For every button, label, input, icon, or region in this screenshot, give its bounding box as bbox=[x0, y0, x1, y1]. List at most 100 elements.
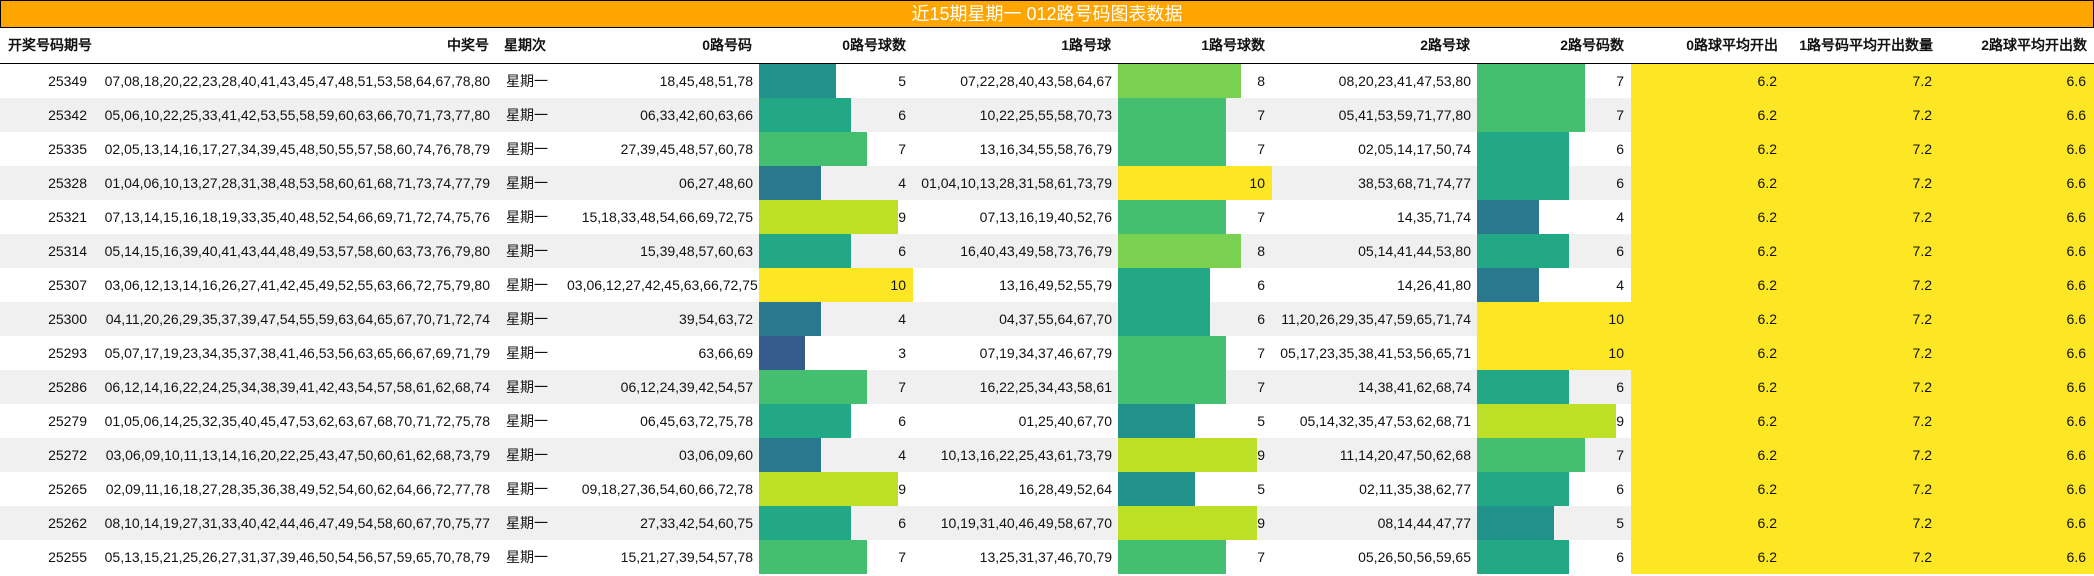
table-row: 25265 02,09,11,16,18,27,28,35,36,38,49,52… bbox=[0, 472, 2094, 506]
route0-count-bar bbox=[759, 132, 867, 166]
route0-count-label: 7 bbox=[898, 379, 906, 395]
route2-numbers: 05,41,53,59,71,77,80 bbox=[1338, 107, 1471, 123]
route1-count-cell: 9 bbox=[1118, 506, 1272, 540]
route2-avg: 6.6 bbox=[1940, 336, 2094, 370]
route2-count-label: 6 bbox=[1616, 175, 1624, 191]
header-weekday[interactable]: 星期次 bbox=[504, 37, 546, 53]
table-row: 25262 08,10,14,19,27,31,33,40,42,44,46,47… bbox=[0, 506, 2094, 540]
route1-numbers: 01,25,40,67,70 bbox=[1018, 413, 1112, 429]
route0-numbers: 03,06,09,60 bbox=[679, 447, 753, 463]
route1-count-bar bbox=[1118, 234, 1242, 268]
route2-numbers: 08,20,23,41,47,53,80 bbox=[1338, 73, 1471, 89]
route1-numbers: 07,22,28,40,43,58,64,67 bbox=[960, 73, 1112, 89]
route0-count-bar bbox=[759, 506, 852, 540]
route0-numbers: 06,33,42,60,63,66 bbox=[640, 107, 753, 123]
route1-count-bar bbox=[1118, 336, 1226, 370]
route2-count-bar bbox=[1477, 438, 1585, 472]
route0-numbers: 39,54,63,72 bbox=[679, 311, 753, 327]
route0-count-label: 5 bbox=[898, 73, 906, 89]
route1-numbers: 13,16,49,52,55,79 bbox=[999, 277, 1112, 293]
table-row: 25286 06,12,14,16,22,24,25,34,38,39,41,42… bbox=[0, 370, 2094, 404]
route2-avg: 6.6 bbox=[1940, 506, 2094, 540]
header-route1-numbers[interactable]: 1路号球 bbox=[1061, 37, 1111, 53]
route2-count-cell: 6 bbox=[1477, 132, 1631, 166]
route0-count-bar bbox=[759, 234, 852, 268]
route0-avg: 6.2 bbox=[1631, 438, 1785, 472]
route0-count-label: 3 bbox=[898, 345, 906, 361]
header-route1-count[interactable]: 1路号球数 bbox=[1201, 37, 1265, 53]
winning-numbers: 07,13,14,15,16,18,19,33,35,40,48,52,54,6… bbox=[104, 209, 490, 225]
route2-numbers: 05,14,41,44,53,80 bbox=[1358, 243, 1471, 259]
weekday: 星期一 bbox=[506, 277, 548, 293]
route1-count-bar bbox=[1118, 438, 1257, 472]
header-route2-count[interactable]: 2路号码数 bbox=[1560, 37, 1624, 53]
winning-numbers: 04,11,20,26,29,35,37,39,47,54,55,59,63,6… bbox=[105, 311, 490, 327]
route0-count-bar bbox=[759, 472, 898, 506]
route0-count-cell: 9 bbox=[759, 200, 913, 234]
header-route1-avg[interactable]: 1路号码平均开出数量 bbox=[1799, 37, 1933, 53]
header-route2-numbers[interactable]: 2路号球 bbox=[1420, 37, 1470, 53]
route1-count-label: 5 bbox=[1257, 481, 1265, 497]
route2-avg: 6.6 bbox=[1940, 404, 2094, 438]
route1-avg: 7.2 bbox=[1785, 472, 1940, 506]
weekday: 星期一 bbox=[506, 345, 548, 361]
weekday: 星期一 bbox=[506, 311, 548, 327]
route2-count-label: 9 bbox=[1616, 413, 1624, 429]
route2-count-cell: 7 bbox=[1477, 64, 1631, 98]
route1-numbers: 16,28,49,52,64 bbox=[1018, 481, 1112, 497]
header-route2-avg[interactable]: 2路球平均开出数 bbox=[1981, 37, 2087, 53]
winning-numbers: 02,05,13,14,16,17,27,34,39,45,48,50,55,5… bbox=[104, 141, 490, 157]
table-row: 25279 01,05,06,14,25,32,35,40,45,47,53,62… bbox=[0, 404, 2094, 438]
header-route0-count[interactable]: 0路号球数 bbox=[842, 37, 906, 53]
route0-count-bar bbox=[759, 336, 806, 370]
header-route0-avg[interactable]: 0路球平均开出 bbox=[1686, 37, 1778, 53]
header-issue[interactable]: 开奖号码期号 bbox=[8, 37, 92, 53]
route1-count-label: 7 bbox=[1257, 209, 1265, 225]
route1-count-bar bbox=[1118, 404, 1195, 438]
route0-count-cell: 6 bbox=[759, 404, 913, 438]
route2-numbers: 05,17,23,35,38,41,53,56,65,71 bbox=[1280, 345, 1471, 361]
route1-numbers: 07,13,16,19,40,52,76 bbox=[979, 209, 1112, 225]
route2-count-cell: 6 bbox=[1477, 540, 1631, 574]
route1-count-cell: 8 bbox=[1118, 64, 1272, 98]
header-route0-numbers[interactable]: 0路号码 bbox=[702, 37, 752, 53]
route1-count-label: 8 bbox=[1257, 243, 1265, 259]
route2-avg: 6.6 bbox=[1940, 200, 2094, 234]
route2-count-bar bbox=[1477, 166, 1570, 200]
route1-avg: 7.2 bbox=[1785, 200, 1940, 234]
route1-avg: 7.2 bbox=[1785, 166, 1940, 200]
route0-avg: 6.2 bbox=[1631, 302, 1785, 336]
route2-count-label: 7 bbox=[1616, 107, 1624, 123]
route2-count-cell: 9 bbox=[1477, 404, 1631, 438]
header-numbers[interactable]: 中奖号 bbox=[447, 37, 489, 53]
route2-count-label: 4 bbox=[1616, 277, 1624, 293]
weekday: 星期一 bbox=[506, 379, 548, 395]
route0-numbers: 06,12,24,39,42,54,57 bbox=[620, 379, 753, 395]
route1-count-bar bbox=[1118, 166, 1272, 200]
route1-count-bar bbox=[1118, 370, 1226, 404]
route2-count-bar bbox=[1477, 200, 1539, 234]
route2-numbers: 02,11,35,38,62,77 bbox=[1359, 481, 1471, 497]
route2-count-bar bbox=[1477, 336, 1631, 370]
route2-avg: 6.6 bbox=[1940, 438, 2094, 472]
route0-avg: 6.2 bbox=[1631, 506, 1785, 540]
winning-numbers: 05,14,15,16,39,40,41,43,44,48,49,53,57,5… bbox=[104, 243, 490, 259]
issue-number: 25328 bbox=[48, 175, 87, 191]
winning-numbers: 05,13,15,21,25,26,27,31,37,39,46,50,54,5… bbox=[104, 549, 490, 565]
route0-count-cell: 7 bbox=[759, 370, 913, 404]
route0-count-bar bbox=[759, 268, 913, 302]
route1-count-bar bbox=[1118, 540, 1226, 574]
route2-numbers: 11,20,26,29,35,47,59,65,71,74 bbox=[1281, 311, 1471, 327]
weekday: 星期一 bbox=[506, 107, 548, 123]
route1-count-bar bbox=[1118, 506, 1257, 540]
route1-count-label: 7 bbox=[1257, 141, 1265, 157]
issue-number: 25272 bbox=[48, 447, 87, 463]
chart-title-bar: 近15期星期一 012路号码图表数据 bbox=[0, 0, 2094, 28]
route0-count-bar bbox=[759, 438, 821, 472]
weekday: 星期一 bbox=[506, 515, 548, 531]
route1-count-cell: 5 bbox=[1118, 404, 1272, 438]
route2-count-bar bbox=[1477, 98, 1585, 132]
route1-numbers: 10,19,31,40,46,49,58,67,70 bbox=[940, 515, 1112, 531]
route1-avg: 7.2 bbox=[1785, 64, 1940, 98]
route0-numbers: 15,21,27,39,54,57,78 bbox=[620, 549, 753, 565]
